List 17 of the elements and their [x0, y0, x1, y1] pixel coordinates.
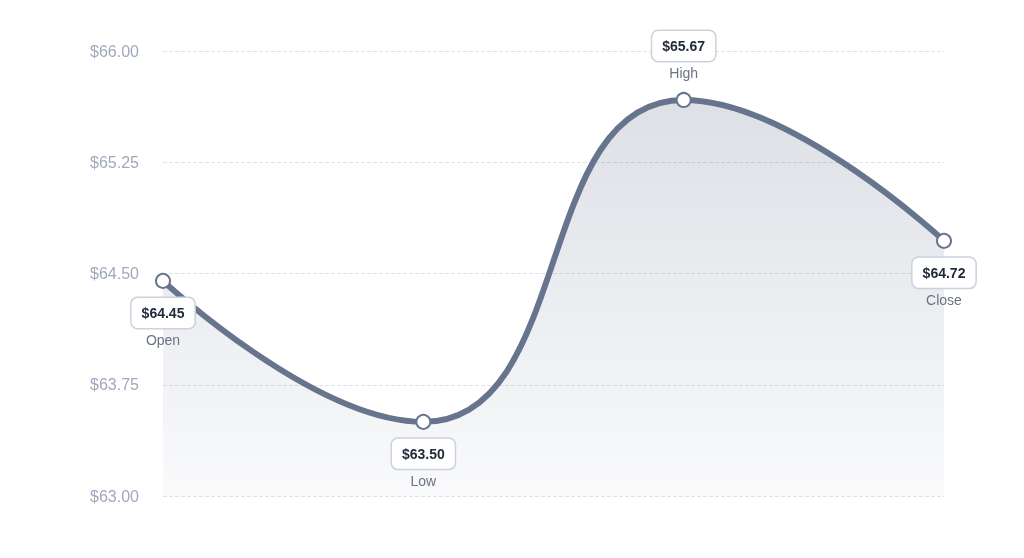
data-label: $64.72	[922, 264, 966, 281]
x-tick-label: Open	[145, 331, 181, 348]
point	[675, 91, 692, 108]
point	[155, 272, 171, 289]
data-label: $65.67	[662, 37, 706, 54]
point	[936, 232, 952, 249]
y-tick-label: $65.25	[90, 153, 140, 171]
data-label: $63.50	[401, 445, 445, 462]
data-label: $64.45	[141, 304, 185, 321]
y-tick-label: $63.00	[90, 487, 140, 505]
x-tick-label: Low	[410, 472, 438, 489]
x-tick-label: Close	[926, 291, 963, 308]
y-tick-label: $64.50	[90, 265, 140, 282]
x-tick-label: High	[669, 64, 699, 81]
point	[415, 413, 432, 430]
y-tick-label: $63.75	[90, 376, 140, 394]
y-tick-label: $66.00	[90, 42, 140, 60]
